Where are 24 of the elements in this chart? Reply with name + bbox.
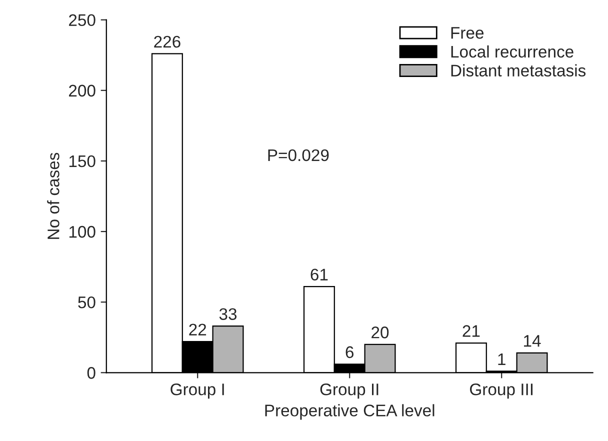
legend-label: Distant metastasis: [451, 64, 586, 76]
data-label: 20: [372, 326, 389, 338]
data-label: 1: [498, 354, 506, 365]
data-label: 61: [310, 268, 328, 280]
y-axis-title: No of cases: [47, 152, 60, 239]
x-tick-label: Group I: [170, 384, 224, 399]
data-label: 22: [189, 324, 206, 336]
data-label: 226: [154, 36, 180, 48]
annotation: P=0.029: [268, 149, 329, 162]
y-tick-label: 200: [69, 84, 96, 97]
data-label: 6: [346, 346, 354, 358]
y-tick-label: 100: [69, 226, 96, 238]
y-tick-label: 150: [69, 155, 96, 168]
legend-label: Local recurrence: [451, 45, 574, 58]
y-tick-label: 50: [78, 296, 96, 308]
x-tick-label: Group III: [470, 384, 532, 399]
data-label: 21: [462, 325, 480, 337]
legend-label: Free: [451, 27, 484, 39]
y-tick-label: 250: [69, 14, 96, 26]
data-label: 14: [524, 335, 541, 347]
x-tick-label: Group II: [320, 384, 378, 399]
x-axis-title: Preoperative CEA level: [265, 404, 434, 420]
data-label: 33: [219, 308, 237, 320]
y-tick-label: 0: [87, 367, 96, 379]
